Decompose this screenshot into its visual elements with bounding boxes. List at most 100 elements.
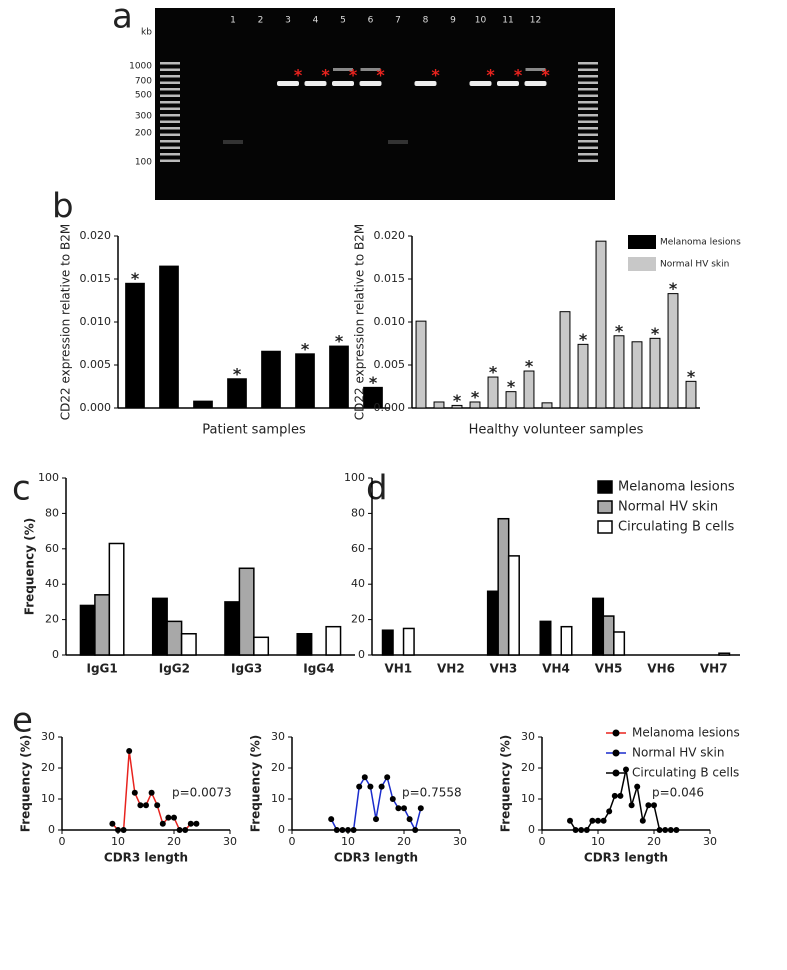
ladder-band [578,68,598,71]
bar [227,378,247,409]
ladder-band [160,68,180,71]
ladder-band [578,133,598,136]
gel-band [304,81,327,86]
gel-band [360,68,381,71]
significance: * [471,387,480,406]
y-tick-label: 20 [41,761,55,774]
y-tick-label: 0 [358,648,365,661]
panel-label: c [12,469,31,509]
point [572,827,579,833]
bar [329,345,349,409]
y-tick-label: 100 [38,471,59,484]
gel-star: * [514,66,523,85]
significance: * [489,363,498,382]
bar [541,402,553,409]
x-tick-label: 20 [167,835,181,848]
point [361,774,368,781]
lane-label: 6 [368,16,374,26]
y-tick-label: 0 [52,648,59,661]
point [651,802,657,809]
gel-band [388,140,408,144]
y-tick-label: 0.020 [80,229,112,242]
point [154,802,161,809]
x-tick-label: VH3 [490,662,518,676]
y-tick-label: 80 [45,506,59,519]
x-tick-label: 30 [223,835,237,848]
bar [94,594,111,656]
point [109,820,116,827]
point [120,827,127,833]
y-tick-label: 30 [521,730,535,743]
bar [486,590,499,656]
y-tick-label: 60 [45,542,59,555]
y-tick-label: 10 [41,792,55,805]
y-tick-label: 30 [271,730,285,743]
x-tick-label: 0 [289,835,296,848]
y-tick-label: 100 [344,471,365,484]
x-tick-label: 30 [453,835,467,848]
point [137,802,144,809]
significance: * [579,330,588,349]
legend-swatch [597,520,613,534]
bar [433,401,445,409]
gel-band [223,140,243,144]
panel-label: e [12,701,33,741]
bar [592,597,605,656]
y-tick-label: 0.015 [80,272,112,285]
x-tick-label: 20 [397,835,411,848]
gel-band [524,81,547,86]
point [176,827,183,833]
lane-label: 7 [395,16,401,26]
significance: * [233,364,242,383]
significance: * [131,269,140,288]
gel-band [277,81,299,86]
point [667,827,674,833]
x-tick-label: 20 [647,835,661,848]
gel-star: * [431,66,440,85]
legend-marker [612,769,620,777]
y-tick-label: 0.005 [80,358,112,371]
y-tick-label: 0.010 [374,315,406,328]
x-tick-label: 10 [341,835,355,848]
point [182,827,189,833]
legend-marker [612,729,620,737]
bar [649,337,661,409]
x-axis-label: Healthy volunteer samples [469,423,644,438]
gel-star: * [294,66,303,85]
y-tick-label: 0 [278,823,285,836]
gel-star: * [321,66,330,85]
bar [507,555,520,656]
point [148,789,155,796]
legend-label: Normal HV skin [632,746,724,760]
point [356,783,363,790]
x-tick-label: VH6 [647,662,675,676]
point [384,774,391,781]
panel-label: b [52,187,74,227]
y-tick-label: 0.005 [374,358,406,371]
point [328,816,335,823]
point [333,827,340,833]
y-axis-label: Frequency (%) [19,735,33,832]
y-tick-label: 30 [41,730,55,743]
ladder-band [578,127,598,130]
bar [151,597,168,656]
ladder-band [160,146,180,149]
y-tick-label: 20 [521,761,535,774]
ladder-band [160,127,180,130]
point [611,792,618,799]
bar [295,353,315,409]
ladder-band [160,140,180,143]
bar [159,265,179,409]
point [623,766,629,773]
ladder-label: 1000 [129,62,152,72]
y-axis-label: CD22 expression relative to B2M [353,224,367,420]
panel-label: d [366,469,388,509]
y-tick-label: 10 [271,792,285,805]
point [656,827,663,833]
point [126,747,133,754]
ladder-band [578,107,598,110]
x-tick-label: VH7 [700,662,728,676]
lane-label: 10 [475,16,487,26]
y-tick-label: 60 [351,542,365,555]
point [165,814,172,821]
